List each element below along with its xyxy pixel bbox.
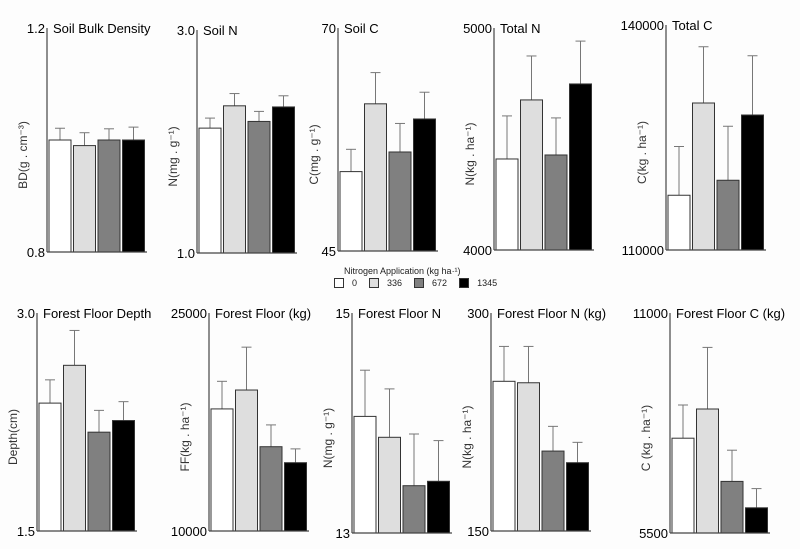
legend-entry: 672 <box>414 278 447 288</box>
bar <box>73 145 96 253</box>
legend-swatch <box>334 278 344 288</box>
panel-title: Forest Floor N <box>358 306 441 321</box>
y-tick-label: 70 <box>322 21 336 36</box>
bar <box>364 103 387 252</box>
legend-label: 0 <box>352 278 358 288</box>
y-tick-label: 3.0 <box>177 23 195 38</box>
y-tick-label: 110000 <box>622 243 664 258</box>
y-tick-label: 300 <box>467 306 489 321</box>
bar <box>716 179 740 251</box>
y-tick-label: 13 <box>336 526 350 541</box>
legend-entry: 0 <box>334 278 357 288</box>
bar <box>97 139 121 253</box>
y-axis-label: N(mg . g⁻¹) <box>166 126 180 186</box>
y-tick-label: 45 <box>322 244 336 259</box>
y-tick-label: 25000 <box>171 306 207 321</box>
y-tick-label: 1.5 <box>17 524 35 539</box>
y-axis-label: FF(kg . ha⁻¹) <box>178 402 192 471</box>
panel-title: Forest Floor C (kg) <box>676 306 785 321</box>
panel-title: Soil Bulk Density <box>53 21 151 36</box>
bar <box>235 389 258 532</box>
panel-title: Total C <box>672 18 712 33</box>
bar <box>378 436 401 534</box>
bar <box>520 99 543 251</box>
bar <box>247 120 271 254</box>
bar <box>495 158 519 251</box>
bar <box>87 431 111 532</box>
legend-label: 1345 <box>477 278 498 288</box>
y-axis-label: C (kg . ha⁻¹) <box>639 405 653 471</box>
bar <box>696 408 719 534</box>
y-tick-label: 0.8 <box>27 245 45 260</box>
y-tick-label: 15 <box>336 306 350 321</box>
bar <box>720 480 744 534</box>
bar <box>122 139 145 253</box>
y-tick-label: 150 <box>467 524 489 539</box>
bar <box>38 402 62 532</box>
panel-title: Forest Floor (kg) <box>215 306 311 321</box>
y-axis-label: C(kg . ha⁻¹) <box>635 121 649 184</box>
panel-title: Forest Floor N (kg) <box>497 306 606 321</box>
bar <box>210 408 234 532</box>
y-tick-label: 1.0 <box>177 246 195 261</box>
y-tick-label: 10000 <box>171 524 207 539</box>
bar <box>284 462 307 532</box>
legend-title: Nitrogen Application (kg ha·¹) <box>344 266 461 276</box>
bar <box>413 118 436 252</box>
legend-entry: 1345 <box>459 278 497 288</box>
legend: Nitrogen Application (kg ha·¹) 0 336 672 13… <box>334 266 534 288</box>
legend-label: 672 <box>432 278 448 288</box>
bar <box>259 446 283 532</box>
y-axis-label: C(mg . g⁻¹) <box>307 124 321 184</box>
bar <box>112 420 135 532</box>
y-axis-label: N(kg . ha⁻¹) <box>463 122 477 185</box>
bar <box>692 102 715 251</box>
y-axis-label: Depth(cm) <box>6 409 20 465</box>
bar <box>353 415 377 534</box>
y-axis-label: N(mg . g⁻¹) <box>321 408 335 468</box>
y-tick-label: 4000 <box>463 243 492 258</box>
legend-swatch <box>414 278 425 288</box>
legend-label: 336 <box>387 278 403 288</box>
y-tick-label: 1.2 <box>27 21 45 36</box>
bar <box>339 171 363 252</box>
bar <box>741 114 764 251</box>
y-tick-label: 3.0 <box>17 306 35 321</box>
bar <box>541 450 565 532</box>
legend-swatch <box>369 278 380 288</box>
bar <box>427 480 450 534</box>
legend-swatch <box>459 278 470 288</box>
y-tick-label: 5500 <box>639 526 668 541</box>
bar <box>492 380 516 532</box>
panel-title: Soil C <box>344 21 379 36</box>
bar <box>223 105 246 254</box>
y-axis-label: BD(g . cm⁻³) <box>16 121 30 189</box>
bar <box>566 462 589 532</box>
bar <box>272 106 295 254</box>
legend-items: 0 336 672 1345 <box>334 278 534 288</box>
bar <box>671 437 695 534</box>
bar <box>402 485 426 534</box>
bar <box>745 507 768 534</box>
bar <box>544 154 568 251</box>
bar <box>198 127 222 254</box>
bar <box>667 194 691 251</box>
bar <box>48 139 72 253</box>
y-tick-label: 5000 <box>463 21 492 36</box>
bar <box>569 83 592 251</box>
panel-title: Total N <box>500 21 540 36</box>
legend-entry: 336 <box>369 278 402 288</box>
y-tick-label: 140000 <box>621 18 664 33</box>
panel-title: Forest Floor Depth <box>43 306 151 321</box>
panel-title: Soil N <box>203 23 238 38</box>
y-tick-label: 11000 <box>633 306 668 321</box>
y-axis-label: N(kg . ha⁻¹) <box>460 405 474 468</box>
bar <box>388 151 412 252</box>
bar <box>63 364 86 532</box>
bar <box>517 382 540 532</box>
